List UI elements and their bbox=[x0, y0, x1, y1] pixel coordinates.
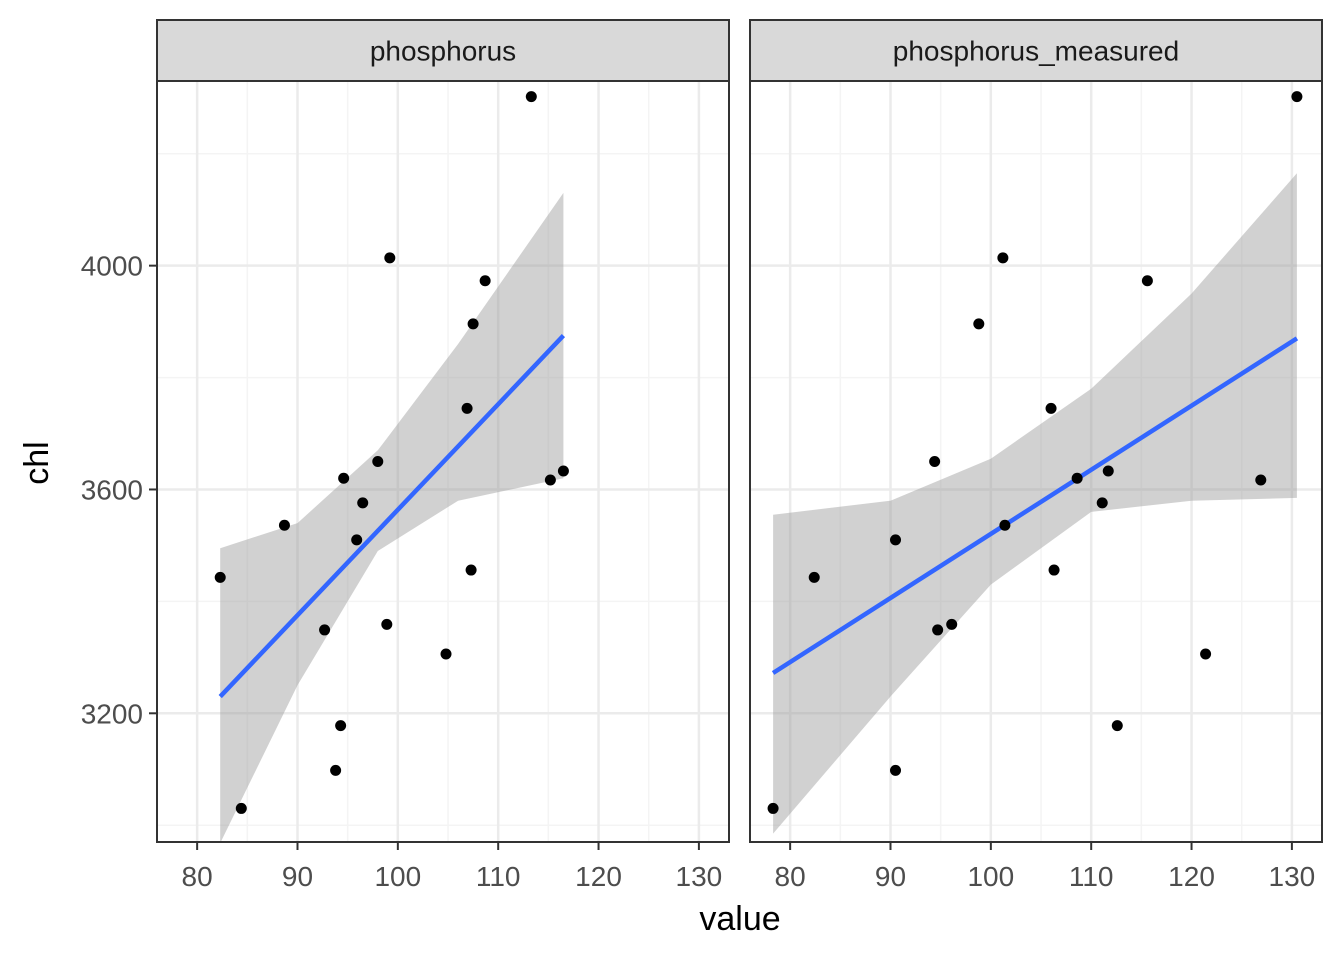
x-tick-label: 100 bbox=[967, 861, 1014, 892]
x-tick-label: 80 bbox=[775, 861, 806, 892]
data-point bbox=[973, 318, 985, 330]
data-point bbox=[461, 402, 473, 414]
data-point bbox=[997, 252, 1009, 264]
x-tick-label: 90 bbox=[875, 861, 906, 892]
y-tick-label: 3600 bbox=[81, 474, 143, 505]
x-tick-label: 130 bbox=[676, 861, 723, 892]
data-point bbox=[1141, 275, 1153, 287]
data-point bbox=[467, 318, 479, 330]
data-point bbox=[1111, 720, 1123, 732]
x-tick-label: 100 bbox=[374, 861, 421, 892]
y-tick-label: 3200 bbox=[81, 698, 143, 729]
x-tick-label: 110 bbox=[476, 861, 521, 892]
facet-strip-label: phosphorus_measured bbox=[893, 36, 1179, 67]
data-point bbox=[1255, 474, 1267, 486]
data-point bbox=[384, 252, 396, 264]
y-tick-label: 4000 bbox=[81, 251, 143, 282]
data-point bbox=[544, 474, 556, 486]
x-axis-title: value bbox=[699, 900, 780, 938]
data-point bbox=[372, 456, 384, 467]
data-point bbox=[351, 534, 363, 546]
facet-strip bbox=[156, 19, 730, 82]
data-point bbox=[278, 519, 290, 531]
data-point bbox=[235, 802, 247, 814]
data-point bbox=[335, 720, 347, 732]
panel-background bbox=[750, 81, 1322, 842]
data-point bbox=[999, 519, 1011, 531]
data-point bbox=[1048, 564, 1060, 576]
data-point bbox=[214, 571, 226, 583]
data-point bbox=[338, 472, 350, 484]
data-point bbox=[557, 465, 569, 477]
data-point bbox=[465, 564, 477, 576]
data-point bbox=[525, 91, 537, 103]
data-point bbox=[890, 764, 902, 776]
x-tick-label: 110 bbox=[1069, 861, 1114, 892]
data-point bbox=[381, 618, 393, 630]
facet-panel: phosphorus 80 90 100 110 120 130 bbox=[156, 19, 730, 892]
data-point bbox=[808, 571, 820, 583]
data-point bbox=[1102, 465, 1114, 477]
facet-strip bbox=[749, 19, 1323, 82]
data-point bbox=[890, 534, 902, 546]
x-tick-label: 120 bbox=[575, 861, 622, 892]
data-point bbox=[330, 764, 342, 776]
facet-strip-label: phosphorus bbox=[370, 36, 516, 67]
data-point bbox=[1200, 648, 1212, 660]
data-point bbox=[767, 802, 779, 814]
regression-line bbox=[771, 336, 1299, 675]
x-tick-label: 80 bbox=[182, 861, 213, 892]
data-point bbox=[319, 624, 331, 636]
facet-panel: phosphorus_measured 80 90 100 110 120 130 bbox=[749, 19, 1323, 892]
data-point bbox=[357, 497, 369, 509]
y-axis: 3200 3600 4000 bbox=[81, 251, 157, 729]
x-tick-label: 120 bbox=[1168, 861, 1215, 892]
data-point bbox=[946, 618, 958, 630]
data-point bbox=[479, 275, 491, 287]
x-tick-label: 90 bbox=[282, 861, 313, 892]
data-point bbox=[1071, 472, 1083, 484]
data-point bbox=[929, 456, 941, 467]
regression-line bbox=[218, 334, 566, 699]
x-tick-label: 130 bbox=[1269, 861, 1316, 892]
data-point bbox=[1045, 402, 1057, 414]
data-point bbox=[932, 624, 944, 636]
y-axis-title: chl bbox=[18, 441, 56, 484]
data-point bbox=[440, 648, 452, 660]
data-point bbox=[1096, 497, 1108, 509]
data-point bbox=[1291, 91, 1303, 103]
